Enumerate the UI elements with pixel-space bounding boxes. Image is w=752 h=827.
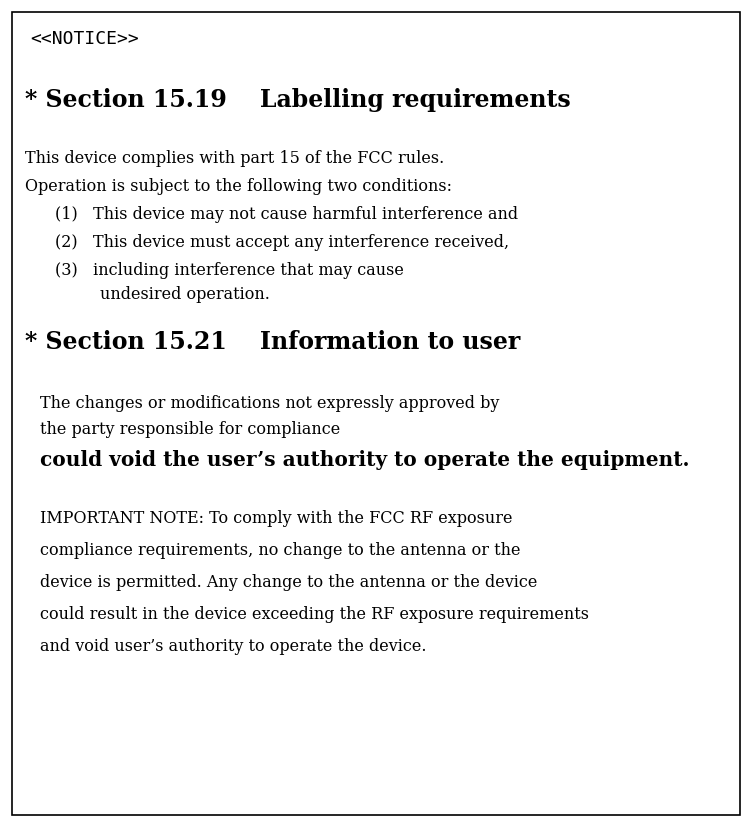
Text: compliance requirements, no change to the antenna or the: compliance requirements, no change to th… xyxy=(40,542,520,559)
Text: device is permitted. Any change to the antenna or the device: device is permitted. Any change to the a… xyxy=(40,574,538,591)
Text: * Section 15.21    Information to user: * Section 15.21 Information to user xyxy=(25,330,520,354)
Text: undesired operation.: undesired operation. xyxy=(100,286,270,303)
Text: (2)   This device must accept any interference received,: (2) This device must accept any interfer… xyxy=(55,234,509,251)
Text: Operation is subject to the following two conditions:: Operation is subject to the following tw… xyxy=(25,178,452,195)
Text: This device complies with part 15 of the FCC rules.: This device complies with part 15 of the… xyxy=(25,150,444,167)
Text: the party responsible for compliance: the party responsible for compliance xyxy=(40,421,340,438)
Text: (1)   This device may not cause harmful interference and: (1) This device may not cause harmful in… xyxy=(55,206,518,223)
Text: (3)   including interference that may cause: (3) including interference that may caus… xyxy=(55,262,404,279)
Text: could void the user’s authority to operate the equipment.: could void the user’s authority to opera… xyxy=(40,450,690,470)
Text: The changes or modifications not expressly approved by: The changes or modifications not express… xyxy=(40,395,499,412)
Text: * Section 15.19    Labelling requirements: * Section 15.19 Labelling requirements xyxy=(25,88,571,112)
Text: <<NOTICE>>: <<NOTICE>> xyxy=(30,30,139,48)
Text: and void user’s authority to operate the device.: and void user’s authority to operate the… xyxy=(40,638,426,655)
Text: could result in the device exceeding the RF exposure requirements: could result in the device exceeding the… xyxy=(40,606,589,623)
Text: IMPORTANT NOTE: To comply with the FCC RF exposure: IMPORTANT NOTE: To comply with the FCC R… xyxy=(40,510,513,527)
